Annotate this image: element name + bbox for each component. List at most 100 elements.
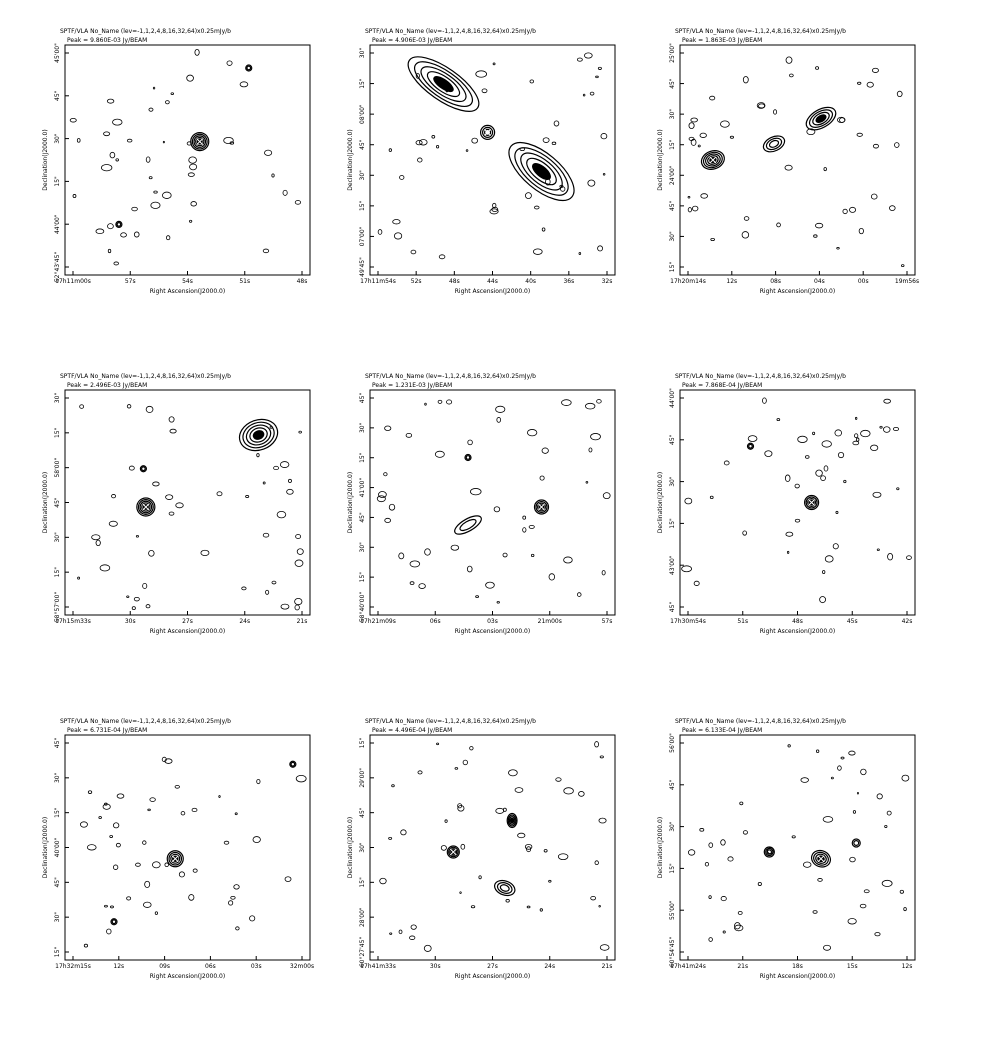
noise-contour bbox=[848, 750, 856, 756]
noise-contour bbox=[164, 758, 173, 764]
y-tick-label: 30" bbox=[54, 393, 61, 404]
noise-contour bbox=[854, 433, 859, 439]
panel-title: SPTF/VLA No_Name (lev=-1,1,2,4,8,16,32,6… bbox=[365, 28, 536, 35]
noise-contour bbox=[164, 862, 169, 867]
noise-contour bbox=[587, 179, 596, 187]
y-tick-label: 40'00" bbox=[54, 837, 61, 857]
source-contour bbox=[765, 847, 774, 857]
noise-contour bbox=[493, 506, 501, 513]
noise-contour bbox=[709, 95, 716, 101]
noise-contour bbox=[262, 481, 266, 485]
noise-contour bbox=[462, 759, 468, 766]
noise-contour bbox=[852, 440, 860, 446]
noise-contour bbox=[522, 527, 527, 533]
noise-contour bbox=[467, 439, 473, 446]
noise-contour bbox=[785, 56, 793, 64]
noise-contour bbox=[169, 428, 177, 434]
noise-contour bbox=[229, 141, 235, 145]
noise-contour bbox=[77, 576, 81, 580]
y-tick-label: 15" bbox=[54, 947, 61, 958]
y-tick-label: 45" bbox=[669, 200, 676, 211]
noise-contour bbox=[597, 245, 603, 252]
y-tick-label: 55'00" bbox=[669, 900, 676, 920]
noise-contour bbox=[142, 582, 148, 589]
y-tick-label: 28'00" bbox=[359, 907, 366, 927]
y-tick-label: 15" bbox=[54, 176, 61, 187]
noise-contour bbox=[794, 483, 800, 489]
noise-contour bbox=[595, 75, 599, 79]
noise-contour bbox=[812, 910, 818, 914]
source-contour bbox=[242, 421, 275, 449]
source-contour bbox=[803, 494, 820, 511]
noise-contour bbox=[410, 924, 417, 930]
noise-contour bbox=[418, 583, 426, 589]
x-tick-label: 30s bbox=[125, 618, 136, 625]
noise-contour bbox=[529, 79, 535, 84]
noise-contour bbox=[437, 399, 443, 404]
y-tick-label: 15" bbox=[669, 139, 676, 150]
source-contour bbox=[252, 430, 265, 440]
source-contour bbox=[763, 846, 775, 858]
noise-contour bbox=[376, 495, 386, 503]
y-tick-label: 08'00" bbox=[359, 104, 366, 124]
noise-contour bbox=[400, 829, 407, 836]
source-contour bbox=[115, 220, 123, 228]
noise-contour bbox=[109, 905, 114, 909]
noise-contour bbox=[887, 553, 894, 561]
noise-contour bbox=[857, 81, 862, 85]
noise-contour bbox=[112, 118, 123, 126]
noise-contour bbox=[889, 205, 896, 211]
noise-contour bbox=[797, 435, 808, 443]
noise-contour bbox=[729, 135, 735, 139]
noise-contour bbox=[836, 247, 840, 250]
noise-contour bbox=[86, 844, 97, 851]
center-cross bbox=[171, 855, 179, 863]
noise-contour bbox=[495, 405, 506, 413]
source-contour bbox=[246, 65, 252, 71]
noise-contour bbox=[526, 429, 538, 437]
source-contour bbox=[766, 849, 773, 855]
noise-contour bbox=[601, 570, 606, 576]
noise-contour bbox=[555, 777, 562, 782]
y-axis-label: Declination(J2000.0) bbox=[347, 129, 354, 190]
noise-contour bbox=[103, 904, 108, 908]
y-tick-label: 15" bbox=[669, 518, 676, 529]
noise-contour bbox=[135, 534, 139, 538]
x-tick-label: 17h30m54s bbox=[670, 618, 706, 625]
y-tick-label: 45" bbox=[669, 434, 676, 445]
noise-contour bbox=[112, 864, 119, 870]
noise-contour bbox=[495, 807, 505, 814]
source-contour bbox=[191, 133, 208, 150]
noise-contour bbox=[542, 137, 550, 143]
noise-contour bbox=[144, 880, 151, 888]
y-axis-label: Declination(J2000.0) bbox=[42, 129, 49, 190]
noise-contour bbox=[256, 453, 260, 458]
noise-contour bbox=[398, 929, 403, 935]
noise-contour bbox=[271, 580, 277, 585]
noise-contour bbox=[720, 120, 730, 128]
noise-contour bbox=[165, 100, 170, 105]
noise-contour bbox=[849, 856, 856, 863]
source-contour bbox=[700, 150, 725, 170]
y-tick-label: 58°40'00" bbox=[359, 592, 366, 623]
noise-contour bbox=[377, 229, 383, 235]
noise-contour bbox=[903, 907, 907, 912]
x-axis-label: Right Ascension(J2000.0) bbox=[760, 973, 835, 980]
noise-contour bbox=[742, 530, 747, 536]
peak-label: Peak = 6.133E-04 Jy/BEAM bbox=[682, 727, 762, 734]
noise-contour bbox=[113, 261, 119, 266]
x-tick-label: 27s bbox=[182, 618, 193, 625]
noise-contour bbox=[384, 425, 392, 431]
noise-contour bbox=[264, 149, 273, 156]
source-contour bbox=[116, 221, 122, 227]
noise-contour bbox=[478, 875, 482, 880]
noise-contour bbox=[532, 248, 543, 255]
noise-contour bbox=[120, 232, 127, 238]
noise-contour bbox=[391, 784, 395, 788]
y-tick-label: 52°43'45" bbox=[54, 252, 61, 283]
noise-contour bbox=[388, 148, 392, 152]
plot-frame bbox=[679, 389, 916, 616]
noise-contour bbox=[704, 861, 709, 867]
y-tick-label: 41'00" bbox=[359, 477, 366, 497]
